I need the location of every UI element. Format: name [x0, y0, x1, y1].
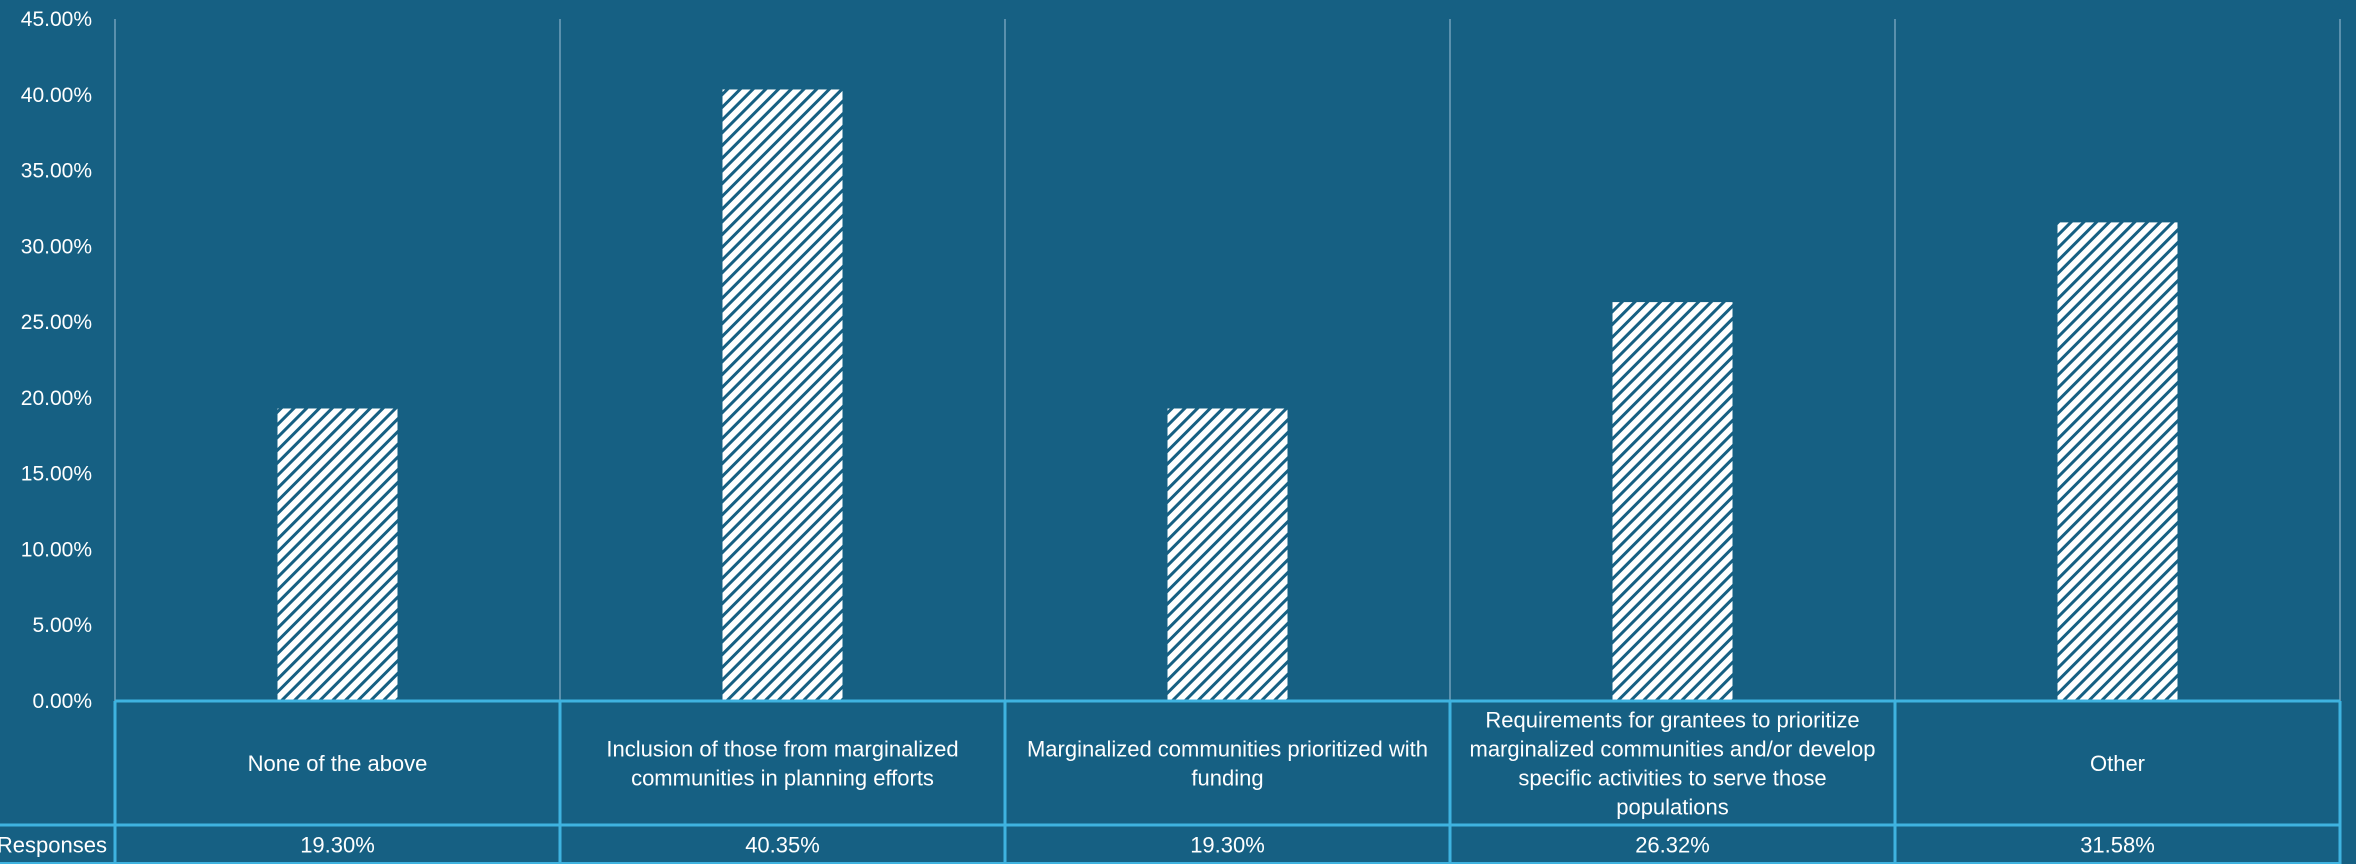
bar — [1167, 408, 1288, 701]
category-label: Marginalized communities prioritized wit… — [1027, 737, 1428, 791]
data-label: 19.30% — [300, 833, 375, 858]
y-tick-label: 40.00% — [21, 84, 92, 107]
y-tick-label: 20.00% — [21, 387, 92, 410]
y-tick-label: 25.00% — [21, 311, 92, 334]
data-table: None of the above Inclusion of those from… — [0, 699, 2342, 864]
y-tick-label: 5.00% — [32, 614, 92, 637]
y-tick-label: 15.00% — [21, 463, 92, 486]
category-label: Inclusion of those from marginalized comm… — [606, 737, 958, 791]
y-tick-label: 35.00% — [21, 160, 92, 183]
category-label: None of the above — [248, 751, 428, 776]
y-tick-label: 45.00% — [21, 8, 92, 31]
y-tick-label: 0.00% — [32, 690, 92, 713]
category-label: Other — [2090, 751, 2145, 776]
y-tick-label: 10.00% — [21, 538, 92, 561]
data-label: 40.35% — [745, 833, 820, 858]
bar — [722, 89, 843, 702]
series-name-cell: Responses — [0, 833, 107, 858]
bar — [1612, 302, 1733, 701]
y-tick-label: 30.00% — [21, 235, 92, 258]
data-label: 26.32% — [1635, 833, 1710, 858]
y-axis: 0.00% 5.00% 10.00% 15.00% 20.00% 25.00% 30.00%… — [21, 8, 92, 713]
grid-lines — [114, 19, 2341, 701]
data-label: 19.30% — [1190, 833, 1265, 858]
category-label: Requirements for grantees to prioritize m… — [1470, 708, 1876, 820]
bar — [2057, 222, 2178, 701]
bar — [277, 408, 398, 701]
bar-series-responses — [277, 89, 2178, 702]
data-label: 31.58% — [2080, 833, 2155, 858]
